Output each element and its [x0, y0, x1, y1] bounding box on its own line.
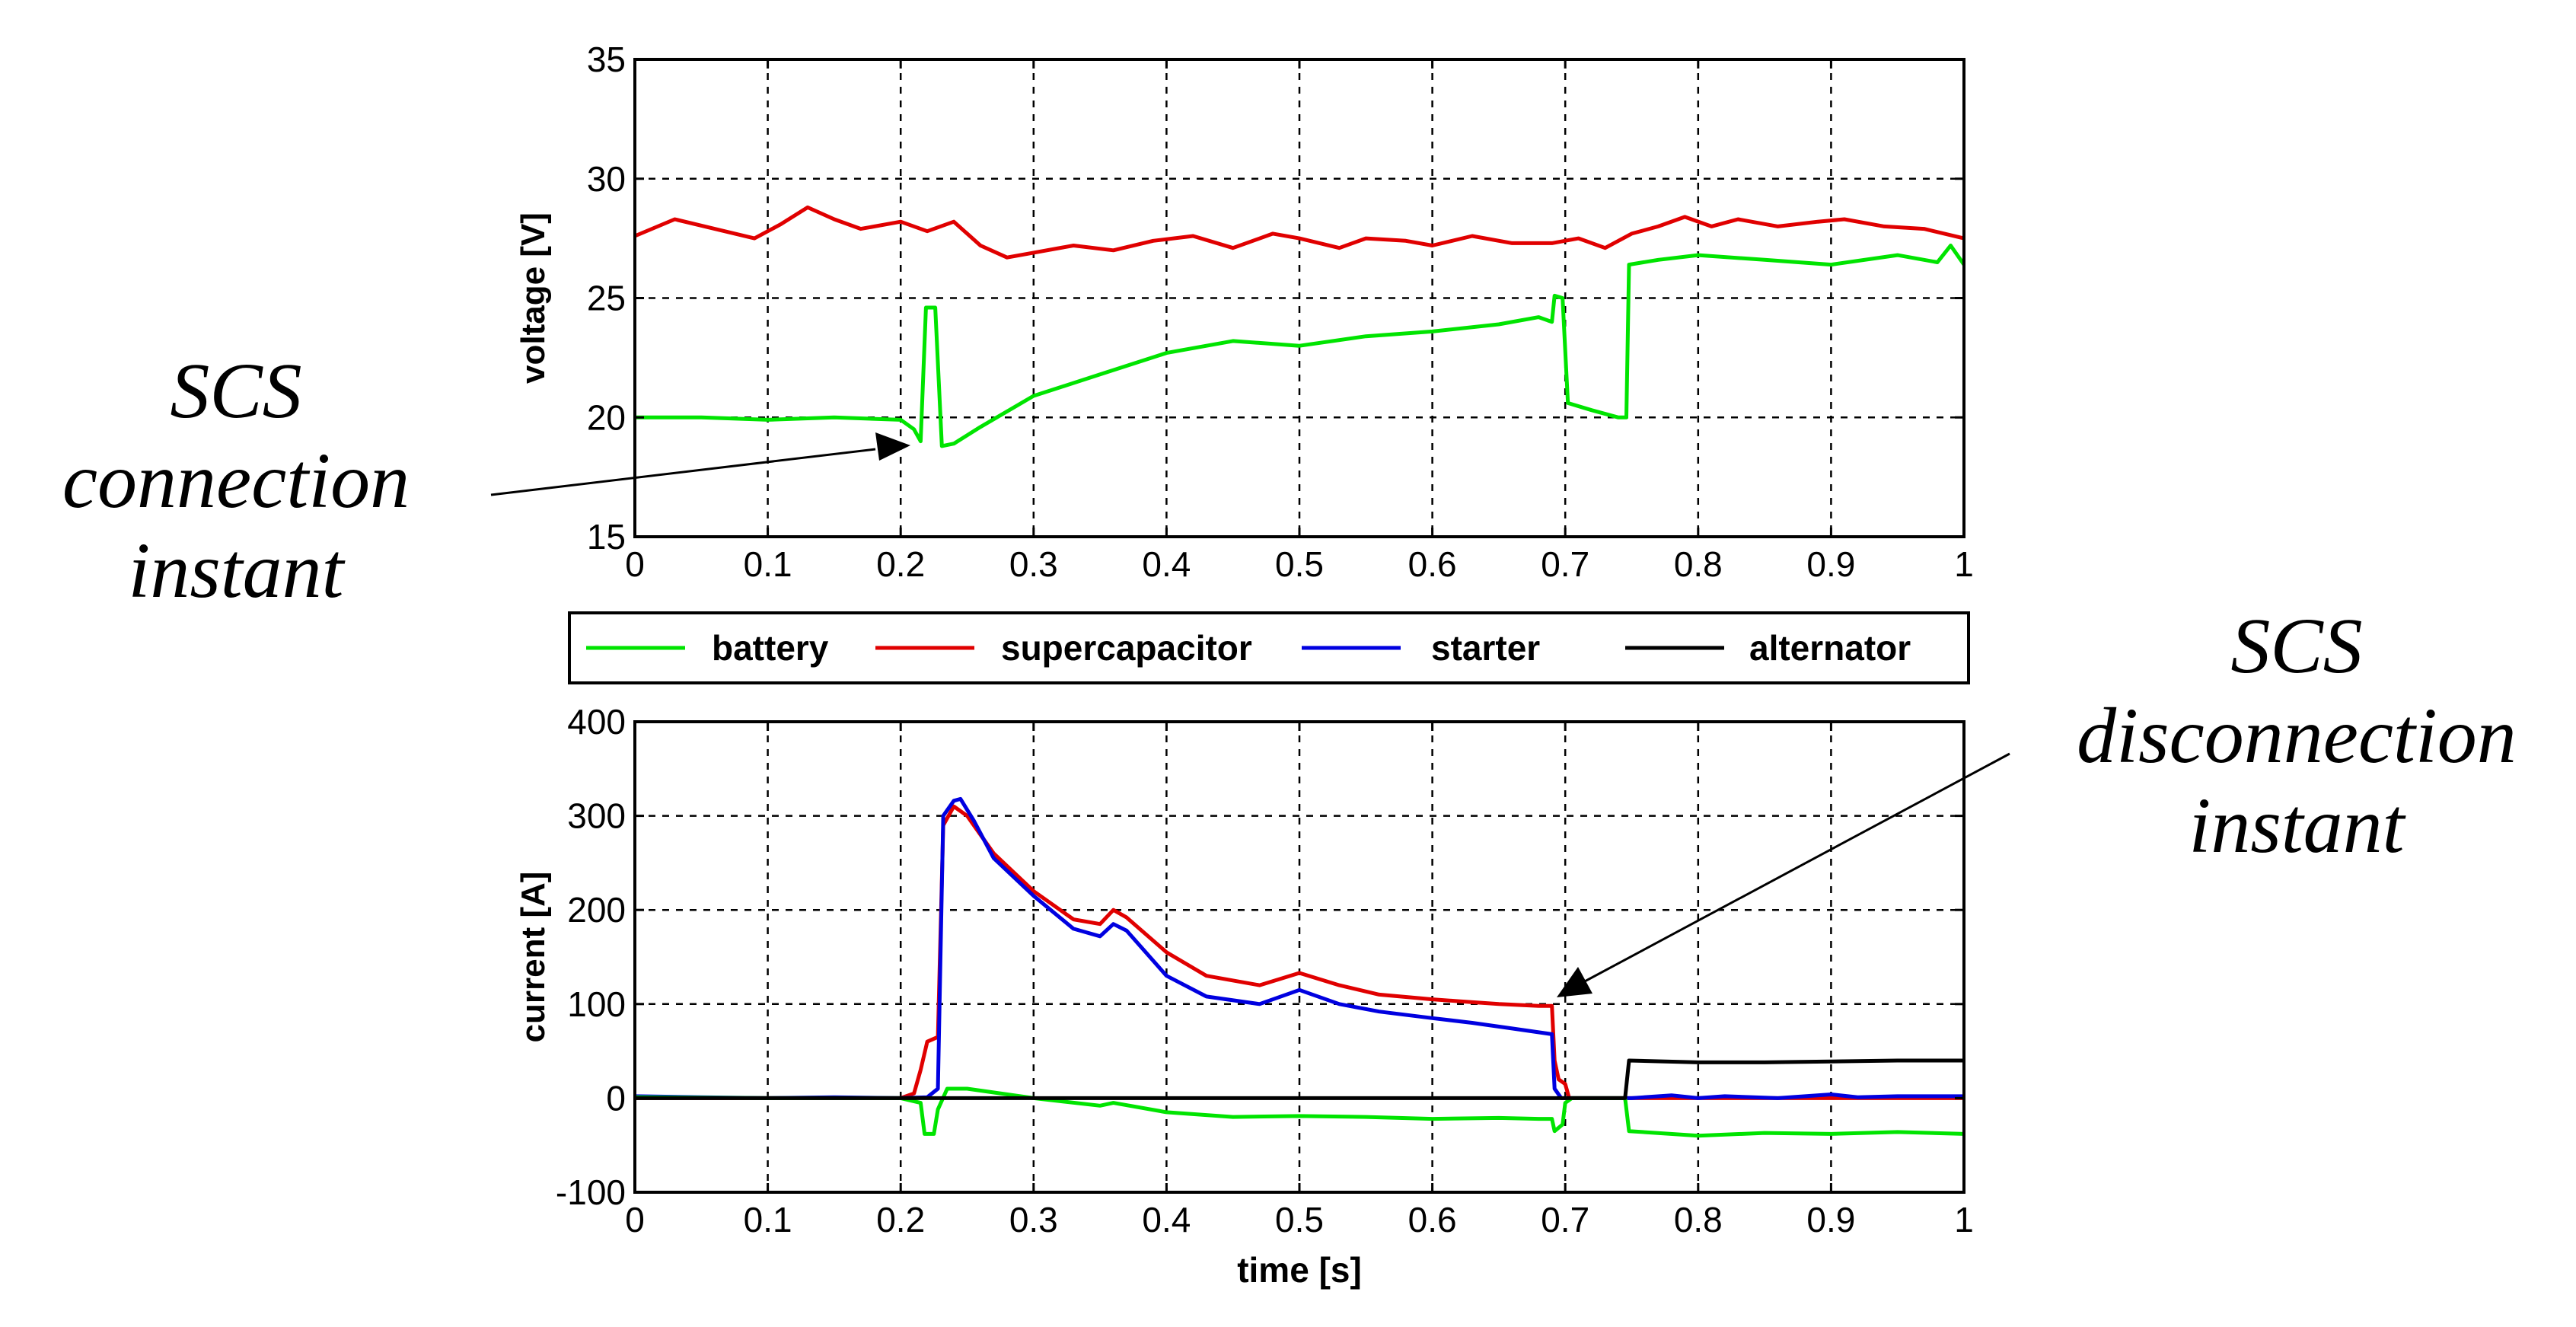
annotation-arrows	[490, 432, 2010, 997]
connection-annotation-line-3: instant	[128, 527, 344, 614]
legend-label-supercapacitor: supercapacitor	[1001, 628, 1252, 668]
current-series-battery	[634, 1086, 1965, 1138]
voltage-x-tick-label: 0.3	[1009, 544, 1058, 584]
current-x-tick-label: 0.5	[1275, 1200, 1324, 1239]
disconnection-arrow-line	[1583, 752, 2010, 984]
connection-arrowhead	[875, 432, 910, 461]
disconnection-annotation-line-1: SCS	[2230, 602, 2363, 690]
current-x-tick-label: 0.9	[1806, 1200, 1855, 1239]
current-y-tick-label: -100	[556, 1172, 626, 1212]
current-x-tick-label: 0.3	[1009, 1200, 1058, 1239]
voltage-x-tick-label: 1	[1954, 544, 1974, 584]
disconnection-annotation: SCS disconnection instant	[2017, 601, 2576, 871]
legend-label-starter: starter	[1431, 628, 1540, 668]
current-series-starter	[634, 796, 1964, 1100]
disconnection-annotation-line-2: disconnection	[2077, 692, 2517, 780]
current-x-tick-label: 0.6	[1408, 1200, 1457, 1239]
current-y-tick-label: 400	[567, 702, 626, 742]
voltage-series-battery	[635, 244, 1966, 448]
voltage-y-tick-label: 25	[587, 279, 626, 318]
current-x-tick-label: 1	[1954, 1200, 1974, 1239]
voltage-lines	[634, 205, 1966, 448]
current-x-tick-label: 0.4	[1142, 1200, 1191, 1239]
voltage-x-tick-label: 0.9	[1806, 544, 1855, 584]
voltage-x-tick-label: 0.2	[876, 544, 925, 584]
voltage-x-tick-label: 0.1	[744, 544, 792, 584]
current-x-tick-label: 0	[625, 1200, 645, 1239]
voltage-x-tick-label: 0.8	[1674, 544, 1723, 584]
voltage-plot: 0 0.1 0.2 0.3 0.4 0.5 0.6 0.7 0.8 0.9 11520253035 …	[515, 40, 1974, 584]
voltage-y-tick-label: 35	[587, 40, 626, 79]
current-x-tick-label: 0.1	[744, 1200, 792, 1239]
disconnection-annotation-line-3: instant	[2189, 782, 2405, 869]
current-grid	[635, 722, 1964, 1192]
current-y-tick-label: 300	[567, 796, 626, 836]
connection-arrow-line	[490, 448, 876, 496]
current-x-axis-label: time [s]	[1237, 1250, 1362, 1290]
current-y-tick-label: 0	[606, 1078, 626, 1118]
current-x-tick-label: 0.8	[1674, 1200, 1723, 1239]
current-x-tick-label: 0.2	[876, 1200, 925, 1239]
legend-box	[568, 611, 1970, 684]
connection-annotation-line-2: connection	[62, 437, 410, 525]
connection-annotation: SCS connection instant	[0, 346, 472, 616]
legend-label-alternator: alternator	[1749, 628, 1911, 668]
current-x-tick-label: 0.7	[1541, 1200, 1589, 1239]
legend: battery supercapacitor starter alternator	[568, 611, 1970, 684]
current-y-tick-label: 200	[567, 890, 626, 930]
disconnection-arrowhead	[1557, 967, 1592, 997]
voltage-y-tick-label: 30	[587, 159, 626, 199]
voltage-grid	[635, 59, 1964, 537]
legend-label-battery: battery	[712, 628, 829, 668]
connection-annotation-line-1: SCS	[170, 347, 302, 435]
voltage-x-tick-label: 0.7	[1541, 544, 1589, 584]
voltage-y-axis-label: voltage [V]	[515, 212, 552, 384]
voltage-x-tick-label: 0.5	[1275, 544, 1324, 584]
current-y-axis-label: current [A]	[515, 872, 552, 1043]
current-lines	[634, 796, 1965, 1138]
voltage-x-tick-label: 0.6	[1408, 544, 1457, 584]
current-y-tick-label: 100	[567, 984, 626, 1024]
voltage-y-tick-label: 20	[587, 397, 626, 437]
voltage-x-tick-label: 0.4	[1142, 544, 1191, 584]
current-ticks: 0 0.1 0.2 0.3 0.4 0.5 0.6 0.7 0.8 0.9 1-1000100200…	[556, 702, 1974, 1239]
current-series-alternator	[635, 1058, 1964, 1100]
current-plot: 0 0.1 0.2 0.3 0.4 0.5 0.6 0.7 0.8 0.9 1-1000100200…	[515, 702, 1974, 1290]
voltage-ticks: 0 0.1 0.2 0.3 0.4 0.5 0.6 0.7 0.8 0.9 1 15 20 25 30 35	[587, 40, 1974, 584]
voltage-x-tick-label: 0	[625, 544, 645, 584]
voltage-series-supercapacitor	[634, 205, 1965, 260]
voltage-y-tick-label: 15	[587, 517, 626, 557]
